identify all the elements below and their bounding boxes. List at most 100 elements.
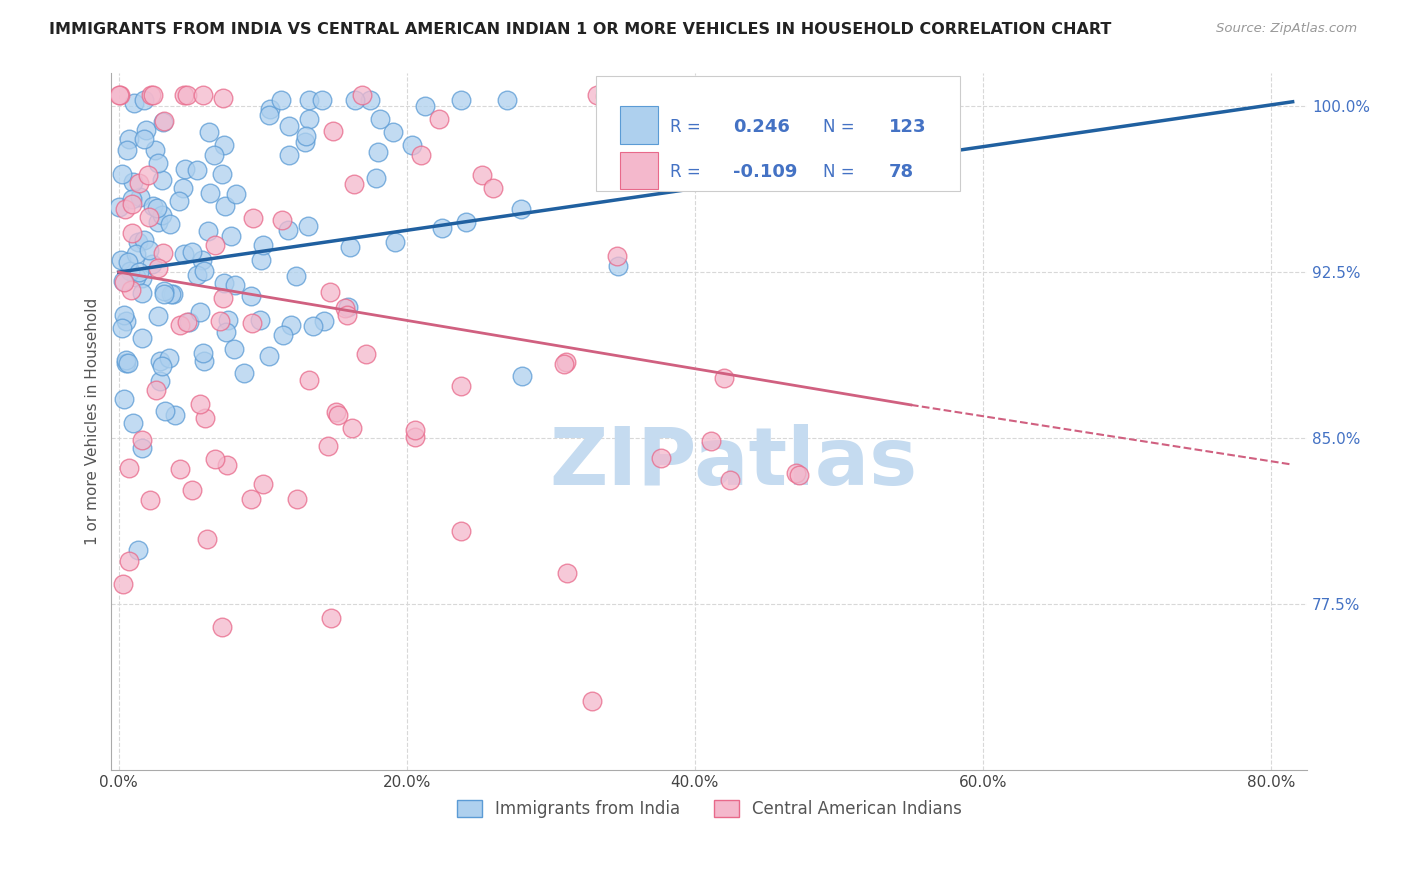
Point [280, 318, 302, 332]
Point [364, 171, 387, 186]
Point [172, 181, 194, 195]
Point [115, 356, 138, 370]
Point [114, 202, 136, 216]
Point [224, 342, 246, 356]
Point [153, 287, 176, 301]
Point [125, 247, 148, 261]
Point [718, 473, 741, 487]
Point [186, 163, 208, 178]
Point [141, 257, 163, 271]
Point [344, 93, 367, 107]
Point [302, 318, 325, 333]
Point [297, 219, 319, 234]
Point [404, 423, 426, 437]
Point [295, 129, 318, 144]
Point [427, 112, 450, 126]
Point [195, 532, 218, 546]
Point [384, 235, 406, 249]
Point [142, 88, 165, 103]
Point [298, 93, 321, 107]
Point [173, 246, 195, 260]
Point [333, 301, 356, 315]
Point [359, 93, 381, 107]
Point [131, 285, 153, 300]
Point [249, 313, 271, 327]
Point [404, 430, 426, 444]
Point [510, 202, 533, 216]
Point [273, 328, 295, 343]
Point [153, 114, 176, 128]
Point [193, 353, 215, 368]
Point [120, 284, 142, 298]
Point [512, 369, 534, 384]
Point [339, 240, 361, 254]
Point [112, 392, 135, 407]
Text: ZIPatlas: ZIPatlas [548, 425, 917, 502]
Point [188, 397, 211, 411]
Point [270, 93, 292, 107]
Point [110, 252, 132, 267]
Point [131, 331, 153, 345]
Point [343, 178, 366, 192]
Point [176, 315, 198, 329]
Point [319, 611, 342, 625]
Point [785, 467, 807, 481]
Point [252, 476, 274, 491]
Point [316, 439, 339, 453]
Point [122, 417, 145, 431]
Point [152, 115, 174, 129]
Point [111, 576, 134, 591]
Text: -0.109: -0.109 [733, 163, 797, 181]
Point [450, 378, 472, 392]
Point [224, 277, 246, 292]
Point [150, 359, 173, 373]
Point [131, 442, 153, 456]
Point [208, 314, 231, 328]
Point [430, 220, 453, 235]
Point [186, 268, 208, 282]
Point [240, 491, 263, 506]
Point [328, 408, 350, 422]
Point [191, 252, 214, 267]
Point [336, 308, 359, 322]
Point [699, 434, 721, 448]
Point [450, 93, 472, 107]
Point [138, 492, 160, 507]
Point [127, 543, 149, 558]
Point [409, 148, 432, 162]
Text: 0.246: 0.246 [733, 118, 790, 136]
Point [128, 265, 150, 279]
Point [114, 314, 136, 328]
Point [176, 88, 198, 103]
Point [450, 524, 472, 538]
Point [108, 88, 131, 103]
Point [118, 554, 141, 568]
Point [215, 325, 238, 339]
Point [367, 145, 389, 159]
Point [181, 483, 204, 498]
Point [219, 228, 242, 243]
Point [148, 260, 170, 275]
Point [553, 357, 575, 371]
Point [713, 371, 735, 385]
Point [111, 167, 134, 181]
Point [118, 460, 141, 475]
Point [125, 270, 148, 285]
Point [128, 176, 150, 190]
Point [581, 694, 603, 708]
Point [122, 95, 145, 110]
Point [174, 161, 197, 176]
Point [112, 308, 135, 322]
Point [368, 112, 391, 126]
Point [259, 102, 281, 116]
Point [382, 125, 405, 139]
Point [215, 458, 238, 473]
Point [159, 218, 181, 232]
Text: R =: R = [669, 163, 700, 181]
Point [169, 461, 191, 475]
Point [181, 245, 204, 260]
Point [593, 89, 616, 103]
Point [120, 264, 142, 278]
Point [257, 350, 280, 364]
Text: N =: N = [823, 163, 855, 181]
